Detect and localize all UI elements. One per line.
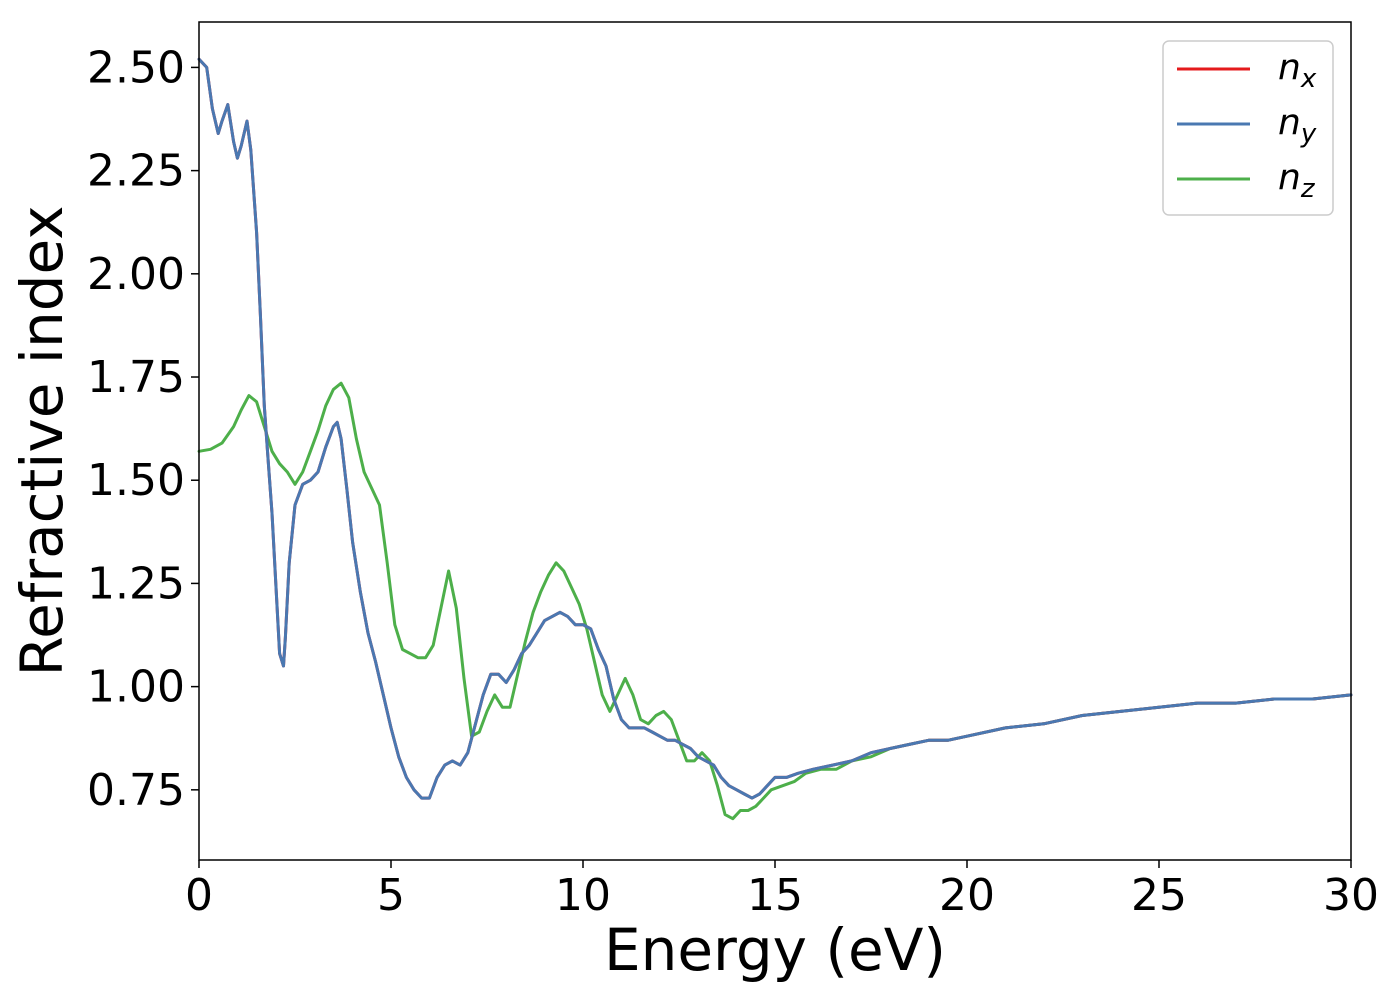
legend-box [1162,40,1334,216]
x-tick-label: 20 [939,870,995,921]
x-tick-label: 30 [1323,870,1379,921]
y-tick-label: 1.50 [87,455,185,506]
series-line-y [197,57,1353,800]
series-line-z [197,381,1353,821]
x-tick-label: 10 [555,870,611,921]
x-tick-label: 5 [377,870,405,921]
legend-label-x: nx [1278,47,1317,94]
y-axis-title: Refractive index [8,205,76,676]
y-tick-label: 2.00 [87,249,185,300]
x-tick-label: 0 [185,870,213,921]
legend-items: nx ny nz [1177,47,1317,204]
x-tick-label: 15 [747,870,803,921]
legend: nx ny nz [1162,40,1334,216]
x-axis: 0 5 10 15 20 25 30 [185,860,1379,921]
y-tick-label: 0.75 [87,765,185,816]
legend-label-y: ny [1278,102,1317,149]
x-tick-label: 25 [1131,870,1187,921]
x-axis-title: Energy (eV) [604,916,946,984]
legend-label-z: nz [1278,157,1316,204]
y-axis: 0.75 1.00 1.25 1.50 1.75 2.00 2.25 2.50 [87,42,199,816]
y-tick-label: 1.25 [87,558,185,609]
y-tick-label: 2.25 [87,146,185,197]
y-tick-label: 1.75 [87,352,185,403]
y-tick-label: 1.00 [87,662,185,713]
y-tick-label: 2.50 [87,42,185,93]
series-layer [197,57,1353,821]
